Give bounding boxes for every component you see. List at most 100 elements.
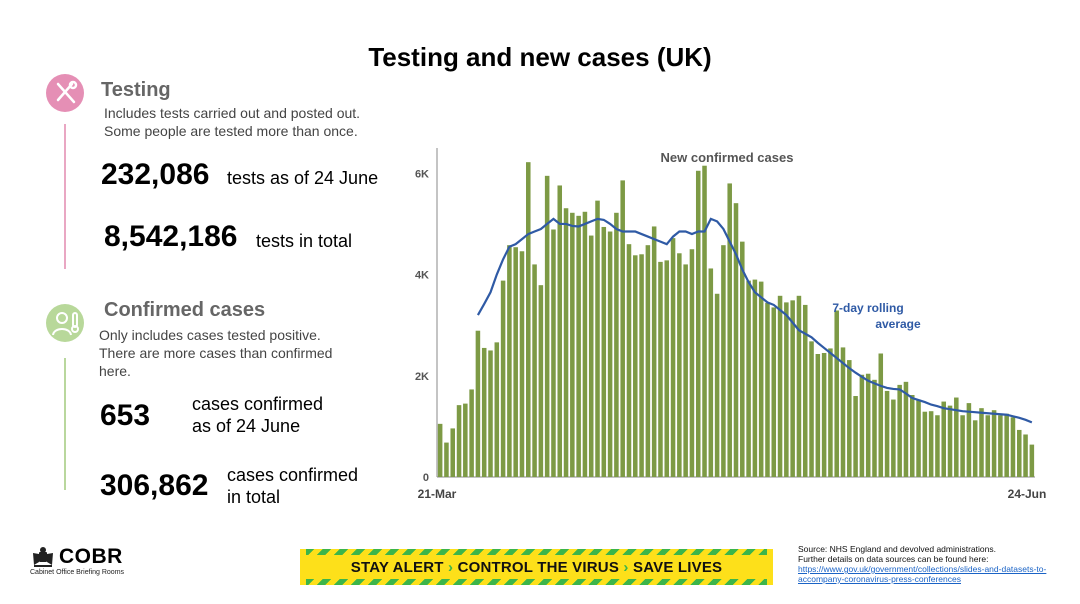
bar-16	[538, 285, 544, 477]
y-tick-label-0: 0	[423, 472, 429, 484]
banner-sep-2: ›	[623, 559, 629, 576]
testing-daily-label: tests as of 24 June	[227, 168, 379, 188]
cases-daily-label-2: as of 24 June	[192, 416, 301, 436]
source-link[interactable]: https://www.gov.uk/government/collection…	[798, 564, 1078, 584]
bar-61	[821, 352, 827, 477]
source-line-2: Further details on data sources can be f…	[798, 554, 989, 564]
testing-desc-1: Includes tests carried out and posted ou…	[104, 105, 361, 121]
bars-group	[437, 162, 1035, 478]
bar-18	[551, 229, 556, 477]
bar-72	[891, 399, 896, 477]
bar-37	[670, 238, 676, 477]
bar-32	[639, 254, 644, 477]
bar-27	[607, 231, 613, 477]
cobr-subtitle: Cabinet Office Briefing Rooms	[30, 569, 125, 576]
cases-desc-3: here.	[99, 363, 131, 379]
bar-70	[878, 353, 884, 477]
slide-title: Testing and new cases (UK)	[368, 42, 712, 72]
cases-total-label-1: cases confirmed	[227, 465, 359, 485]
bar-30	[626, 244, 632, 477]
bar-21	[570, 212, 575, 477]
bar-2	[450, 428, 455, 477]
bar-36	[664, 260, 670, 477]
bar-31	[633, 255, 638, 477]
bar-10	[500, 280, 506, 477]
bar-34	[651, 226, 657, 477]
bar-48	[740, 241, 745, 477]
y-tick-label-2: 4K	[415, 270, 429, 282]
new-cases-chart: New confirmed cases 0 2K 4K 6K 21-Mar 24-Ju…	[415, 148, 1047, 501]
cases-heading: Confirmed cases	[104, 299, 266, 321]
cases-desc-2: There are more cases than confirmed	[99, 345, 333, 361]
bar-63	[834, 310, 839, 477]
bar-15	[532, 264, 537, 477]
bar-14	[526, 162, 531, 478]
bar-82	[954, 397, 959, 477]
cobr-wordmark: COBR	[59, 545, 123, 568]
source-line-1: Source: NHS England and devolved adminis…	[798, 544, 996, 554]
bar-68	[865, 373, 871, 477]
bar-20	[563, 208, 569, 477]
cases-daily-label-1: cases confirmed	[192, 394, 324, 414]
bar-66	[853, 396, 858, 477]
bar-62	[828, 348, 833, 477]
testing-daily-value: 232,086	[101, 158, 210, 191]
bar-11	[507, 245, 512, 477]
y-tick-label-3: 6K	[415, 168, 429, 180]
bar-60	[815, 354, 821, 477]
crest-icon	[33, 547, 53, 567]
bar-47	[733, 203, 739, 478]
bar-59	[809, 341, 814, 477]
bar-38	[677, 253, 682, 477]
bar-52	[765, 302, 770, 477]
bar-80	[941, 401, 946, 477]
cases-total-label-2: in total	[227, 487, 281, 507]
bar-54	[777, 295, 783, 477]
bar-78	[928, 411, 934, 477]
bar-44	[714, 293, 720, 477]
chart-title: New confirmed cases	[661, 150, 794, 165]
bar-86	[979, 408, 984, 477]
banner-text: STAY ALERT › CONTROL THE VIRUS › SAVE LI…	[306, 559, 767, 576]
bar-88	[991, 410, 997, 477]
bar-4	[463, 403, 468, 477]
bar-57	[796, 295, 802, 477]
annotation-line-1: 7-day rolling	[832, 301, 903, 315]
bar-12	[513, 247, 518, 477]
x-end-label: 24-Jun	[1008, 487, 1047, 501]
testing-desc-2: Some people are tested more than once.	[104, 123, 358, 139]
cases-icon	[46, 304, 84, 342]
bar-13	[519, 251, 525, 477]
bar-6	[475, 330, 481, 477]
bar-53	[771, 307, 777, 477]
banner-sep-1: ›	[447, 559, 454, 576]
bar-64	[840, 347, 846, 477]
cases-daily-value: 653	[100, 399, 151, 432]
bar-33	[645, 245, 651, 477]
bar-24	[588, 235, 594, 477]
stay-alert-banner: STAY ALERT › CONTROL THE VIRUS › SAVE LI…	[300, 549, 773, 585]
bar-79	[935, 415, 940, 477]
bar-76	[916, 399, 921, 477]
bar-39	[683, 264, 688, 477]
bar-41	[695, 170, 701, 477]
bar-87	[985, 415, 991, 477]
bar-75	[909, 395, 915, 477]
bar-71	[884, 390, 890, 477]
bar-35	[658, 261, 663, 477]
banner-part-2: CONTROL THE VIRUS	[457, 559, 620, 576]
bar-42	[702, 165, 707, 477]
bar-1	[444, 442, 449, 477]
bar-45	[721, 245, 726, 477]
bar-65	[847, 360, 852, 477]
source-link-line-1[interactable]: https://www.gov.uk/government/collection…	[798, 564, 1047, 574]
source-link-line-2[interactable]: accompany-coronavirus-press-conferences	[798, 574, 961, 584]
bar-73	[897, 384, 902, 477]
testing-heading: Testing	[101, 79, 171, 101]
bar-46	[727, 183, 732, 477]
bar-90	[1004, 413, 1009, 477]
cases-divider	[64, 358, 66, 490]
banner-stripe-bottom	[306, 579, 767, 585]
bar-84	[966, 403, 972, 477]
testing-divider	[64, 124, 66, 269]
